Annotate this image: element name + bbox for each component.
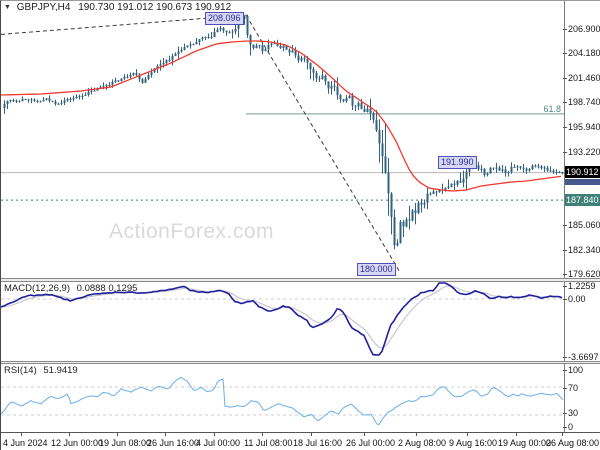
pane-splitter-1[interactable] [1,278,600,282]
time-tick-mark [467,433,468,436]
time-tick-label: 4 Jun 2024 [3,438,48,448]
rsi-plot[interactable] [1,364,564,432]
price-tick: 204.180 [563,48,600,59]
price-tick: 201.460 [563,72,600,83]
macd-tick: 0.00 [563,294,586,304]
symbol-dropdown-icon[interactable]: ▼ [4,4,11,11]
time-tick-mark [21,433,22,436]
time-tick-mark [364,433,365,436]
price-tick: 195.940 [563,122,600,133]
rsi-tick: 100 [562,365,584,375]
rsi-pane: RSI(14) 51.9419 [1,364,600,432]
time-tick-label: 26 Aug 08:00 [546,438,600,448]
fib-level-label[interactable]: 61.8 [543,104,561,114]
swing-high-price-label[interactable]: 208.096 [205,12,244,25]
watermark: ActionForex.com [109,220,275,243]
time-tick-mark [69,433,70,436]
macd-indicator-name: MACD(12,26,9) [4,283,70,294]
macd-tick: -3.6697 [563,352,599,362]
support-level-label: 187.840 [565,194,600,206]
time-tick-mark [416,433,417,436]
time-tick-label: 19 Aug 00:00 [498,438,552,448]
time-tick-label: 19 Jun 08:00 [99,438,152,448]
time-tick-mark [562,433,563,436]
macd-values: 0.0888 0.1295 [76,283,138,294]
price-axis-separator [564,1,565,432]
pane-splitter-2[interactable] [1,361,600,364]
time-tick-mark [311,433,312,436]
time-tick-label: 26 Jul 00:00 [346,438,396,448]
rsi-tick: 70 [562,383,579,393]
time-tick-label: 9 Aug 16:00 [449,438,498,448]
price-tick: 206.900 [563,24,600,34]
price-tick: 185.060 [563,220,600,231]
current-price-label: 190.912 [565,166,600,178]
main-price-pane: ▼ GBPJPY,H4 190.730 191.012 190.673 190.… [1,1,600,278]
candlestick-plot[interactable] [1,1,564,278]
time-tick-label: 4 Jul 00:00 [196,438,241,448]
time-tick-mark [262,433,263,436]
ohlc-readout: 190.730 191.012 190.673 190.912 [78,2,232,13]
time-tick-label: 2 Aug 08:00 [398,438,447,448]
hidden-level-label [565,179,600,185]
rsi-value: 51.9419 [43,365,78,376]
time-tick-mark [117,433,118,436]
time-tick-label: 12 Jun 00:00 [51,438,104,448]
swing-low-price-label[interactable]: 180.000 [357,263,396,276]
macd-pane: MACD(12,26,9) 0.0888 0.1295 [1,282,600,361]
macd-tick: 1.2259 [563,281,596,291]
time-tick-mark [516,433,517,436]
time-tick-mark [214,433,215,436]
price-tick: 193.220 [563,146,600,157]
time-axis[interactable]: 4 Jun 2024 12 Jun 00:00 19 Jun 08:00 26 Jun… [1,432,600,450]
time-tick-label: 11 Jul 08:00 [244,438,293,448]
macd-header: MACD(12,26,9) 0.0888 0.1295 [4,283,137,294]
price-tick: 198.740 [563,97,600,108]
price-tick: 182.340 [563,244,600,255]
rsi-header: RSI(14) 51.9419 [4,365,78,376]
price-tick: 179.620 [563,269,600,279]
symbol-name: GBPJPY,H4 [16,2,71,13]
rsi-tick: 0 [562,422,574,432]
resistance-price-label[interactable]: 191.990 [438,156,477,169]
macd-plot[interactable] [1,282,564,361]
time-tick-label: 18 Jul 16:00 [293,438,343,448]
rsi-tick: 30 [562,408,579,418]
time-tick-mark [165,433,166,436]
time-tick-label: 26 Jun 16:00 [147,438,200,448]
symbol-info: ▼ GBPJPY,H4 190.730 191.012 190.673 190.… [4,2,231,13]
rsi-indicator-name: RSI(14) [4,365,37,376]
